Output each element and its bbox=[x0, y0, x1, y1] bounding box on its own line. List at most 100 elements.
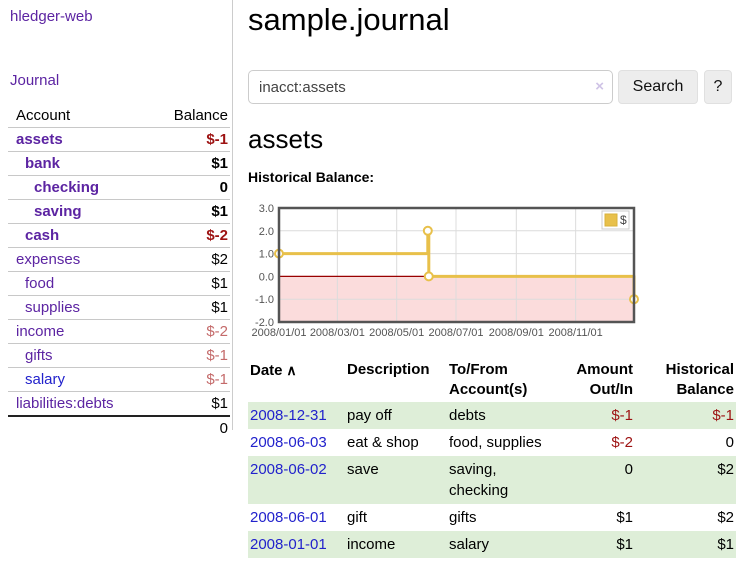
help-button[interactable]: ? bbox=[704, 70, 732, 104]
historical-balance-chart[interactable]: 3.0 2.0 1.0 0.0 -1.0 -2.0 2008/01/01 2008/03/01… bbox=[246, 203, 642, 343]
account-row: saving $1 bbox=[8, 199, 230, 224]
account-row: cash $-2 bbox=[8, 223, 230, 248]
transaction-historical-balance: $2 bbox=[717, 509, 734, 526]
nav-journal-link[interactable]: Journal bbox=[10, 72, 60, 89]
sort-asc-icon: ∧ bbox=[282, 362, 297, 378]
transaction-accounts: food, supplies bbox=[449, 434, 542, 451]
svg-text:2.0: 2.0 bbox=[259, 226, 274, 238]
account-row: supplies $1 bbox=[8, 295, 230, 320]
account-balance: $-2 bbox=[152, 223, 230, 248]
brand-link[interactable]: hledger-web bbox=[10, 8, 93, 25]
account-row: food $1 bbox=[8, 271, 230, 296]
search-input[interactable] bbox=[248, 70, 613, 104]
transaction-date-link[interactable]: 2008-06-03 bbox=[250, 434, 327, 451]
accounts-header-balance: Balance bbox=[152, 104, 230, 128]
register-row[interactable]: 2008-06-02 save saving, checking 0 $2 bbox=[248, 456, 736, 504]
transaction-description: income bbox=[347, 536, 396, 553]
transaction-amount: $1 bbox=[616, 509, 633, 526]
transaction-date-link[interactable]: 2008-06-01 bbox=[250, 509, 327, 526]
svg-text:2008/11/01: 2008/11/01 bbox=[549, 327, 603, 339]
account-link[interactable]: saving bbox=[34, 203, 82, 220]
register-row[interactable]: 2008-06-03 eat & shop food, supplies $-2 0 bbox=[248, 429, 736, 456]
account-title: assets bbox=[248, 124, 324, 154]
transaction-amount: $1 bbox=[616, 536, 633, 553]
account-link[interactable]: liabilities:debts bbox=[16, 395, 114, 412]
transaction-historical-balance: $1 bbox=[717, 536, 734, 553]
transaction-accounts: salary bbox=[449, 536, 490, 553]
transaction-date-link[interactable]: 2008-01-01 bbox=[250, 536, 327, 553]
transaction-description: gift bbox=[347, 509, 368, 526]
account-link[interactable]: food bbox=[25, 275, 55, 292]
transaction-description: pay off bbox=[347, 407, 392, 424]
accounts-total-row: 0 bbox=[8, 415, 230, 440]
account-row: income $-2 bbox=[8, 319, 230, 344]
main-content: sample.journal × Search ? assets Histori… bbox=[248, 0, 742, 558]
account-row: gifts $-1 bbox=[8, 343, 230, 368]
register-header-tofrom-accounts: To/From Account(s) bbox=[449, 361, 528, 398]
account-link[interactable]: salary bbox=[25, 371, 66, 388]
transaction-date-link[interactable]: 2008-06-02 bbox=[250, 461, 327, 478]
account-link[interactable]: cash bbox=[25, 227, 60, 244]
account-balance: $2 bbox=[152, 247, 230, 272]
transaction-description: eat & shop bbox=[347, 434, 419, 451]
account-balance: $-1 bbox=[152, 127, 230, 152]
account-balance: $1 bbox=[152, 271, 230, 296]
chart-label: Historical Balance: bbox=[248, 169, 375, 185]
accounts-header-row: Account Balance bbox=[8, 104, 230, 128]
account-balance: $1 bbox=[152, 199, 230, 224]
account-row: bank $1 bbox=[8, 151, 230, 176]
svg-text:2008/09/01: 2008/09/01 bbox=[489, 327, 544, 339]
account-link[interactable]: supplies bbox=[25, 299, 81, 316]
clear-search-icon[interactable]: × bbox=[595, 78, 604, 95]
account-balance: $-1 bbox=[152, 367, 230, 392]
register-header-amount-outin: Amount Out/In bbox=[576, 361, 633, 398]
transaction-historical-balance: 0 bbox=[725, 434, 734, 451]
account-balance: $-1 bbox=[152, 343, 230, 368]
transaction-amount: 0 bbox=[624, 461, 633, 478]
transaction-accounts: gifts bbox=[449, 509, 477, 526]
account-link[interactable]: bank bbox=[25, 155, 61, 172]
accounts-table: Account Balance assets $-1 bank $1 checking 0… bbox=[8, 104, 230, 440]
account-row: salary $-1 bbox=[8, 367, 230, 392]
register-header-historical-balance: Historical Balance bbox=[665, 361, 734, 398]
account-row: liabilities:debts $1 bbox=[8, 391, 230, 417]
svg-text:0.0: 0.0 bbox=[259, 271, 274, 283]
register-header-date[interactable]: Date ∧ bbox=[250, 362, 297, 379]
account-row: expenses $2 bbox=[8, 247, 230, 272]
transaction-date-link[interactable]: 2008-12-31 bbox=[250, 407, 327, 424]
svg-text:2008/03/01: 2008/03/01 bbox=[310, 327, 365, 339]
register-row[interactable]: 2008-12-31 pay off debts $-1 $-1 bbox=[248, 402, 736, 429]
transaction-accounts: saving, checking bbox=[449, 461, 509, 499]
accounts-total-value: 0 bbox=[152, 415, 230, 440]
search-button[interactable]: Search bbox=[618, 70, 698, 104]
account-link[interactable]: gifts bbox=[25, 347, 53, 364]
account-row: assets $-1 bbox=[8, 127, 230, 152]
transaction-historical-balance: $-1 bbox=[712, 407, 734, 424]
account-balance: $1 bbox=[152, 391, 230, 417]
spacer bbox=[8, 415, 153, 440]
accounts-header-account: Account bbox=[8, 104, 153, 128]
transaction-amount: $-1 bbox=[611, 407, 633, 424]
svg-text:3.0: 3.0 bbox=[259, 203, 274, 215]
svg-text:2008/05/01: 2008/05/01 bbox=[369, 327, 424, 339]
search-bar: × Search ? bbox=[248, 70, 742, 104]
register-header-description: Description bbox=[347, 361, 430, 378]
account-link[interactable]: expenses bbox=[16, 251, 81, 268]
transaction-amount: $-2 bbox=[611, 434, 633, 451]
svg-text:-2.0: -2.0 bbox=[255, 317, 274, 329]
svg-text:$: $ bbox=[620, 213, 627, 227]
transaction-accounts: debts bbox=[449, 407, 486, 424]
register-row[interactable]: 2008-06-01 gift gifts $1 $2 bbox=[248, 504, 736, 531]
account-balance: 0 bbox=[152, 175, 230, 200]
account-link[interactable]: checking bbox=[34, 179, 100, 196]
account-balance: $1 bbox=[152, 151, 230, 176]
sidebar-divider bbox=[232, 0, 233, 430]
svg-text:-1.0: -1.0 bbox=[255, 294, 274, 306]
register-row[interactable]: 2008-01-01 income salary $1 $1 bbox=[248, 531, 736, 558]
account-link[interactable]: income bbox=[16, 323, 65, 340]
search-field-wrap: × bbox=[248, 70, 613, 104]
transaction-historical-balance: $2 bbox=[717, 461, 734, 478]
account-link[interactable]: assets bbox=[16, 131, 63, 148]
